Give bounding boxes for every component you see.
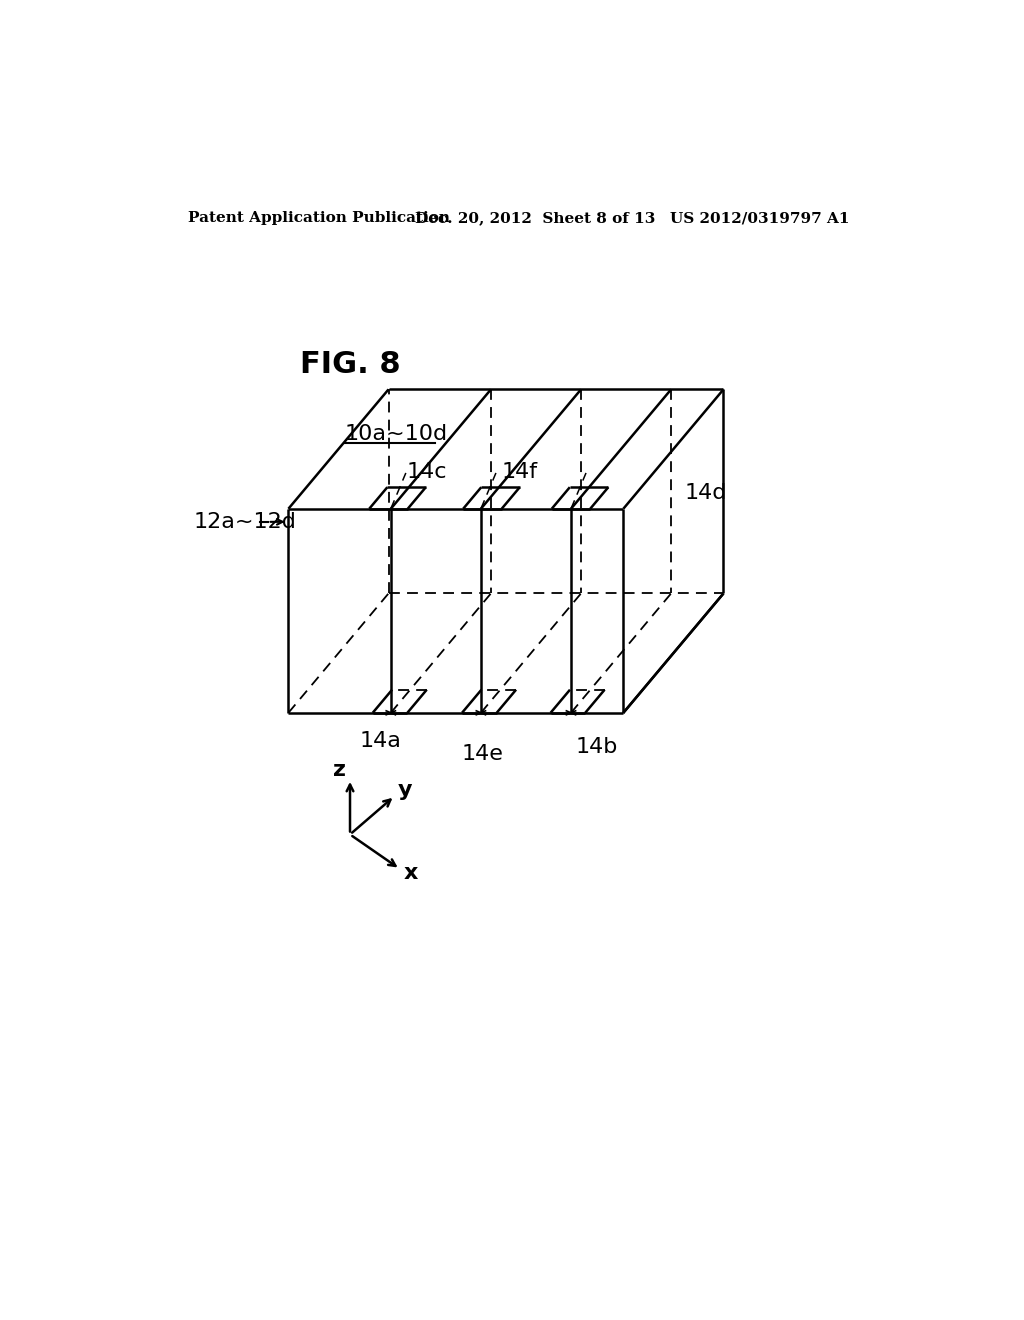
Text: 14a: 14a: [360, 730, 401, 751]
Text: 14b: 14b: [575, 737, 618, 756]
Text: x: x: [403, 863, 418, 883]
Text: 14e: 14e: [462, 743, 504, 763]
Text: 12a~12d: 12a~12d: [194, 512, 297, 532]
Text: Dec. 20, 2012  Sheet 8 of 13: Dec. 20, 2012 Sheet 8 of 13: [416, 211, 655, 226]
Text: y: y: [398, 780, 413, 800]
Text: Patent Application Publication: Patent Application Publication: [188, 211, 451, 226]
Text: 14c: 14c: [407, 462, 446, 482]
Text: 14d: 14d: [685, 483, 727, 503]
Text: FIG. 8: FIG. 8: [300, 350, 400, 379]
Text: 14f: 14f: [502, 462, 538, 482]
Text: US 2012/0319797 A1: US 2012/0319797 A1: [670, 211, 849, 226]
Text: 10a~10d: 10a~10d: [345, 424, 447, 444]
Text: z: z: [333, 760, 346, 780]
